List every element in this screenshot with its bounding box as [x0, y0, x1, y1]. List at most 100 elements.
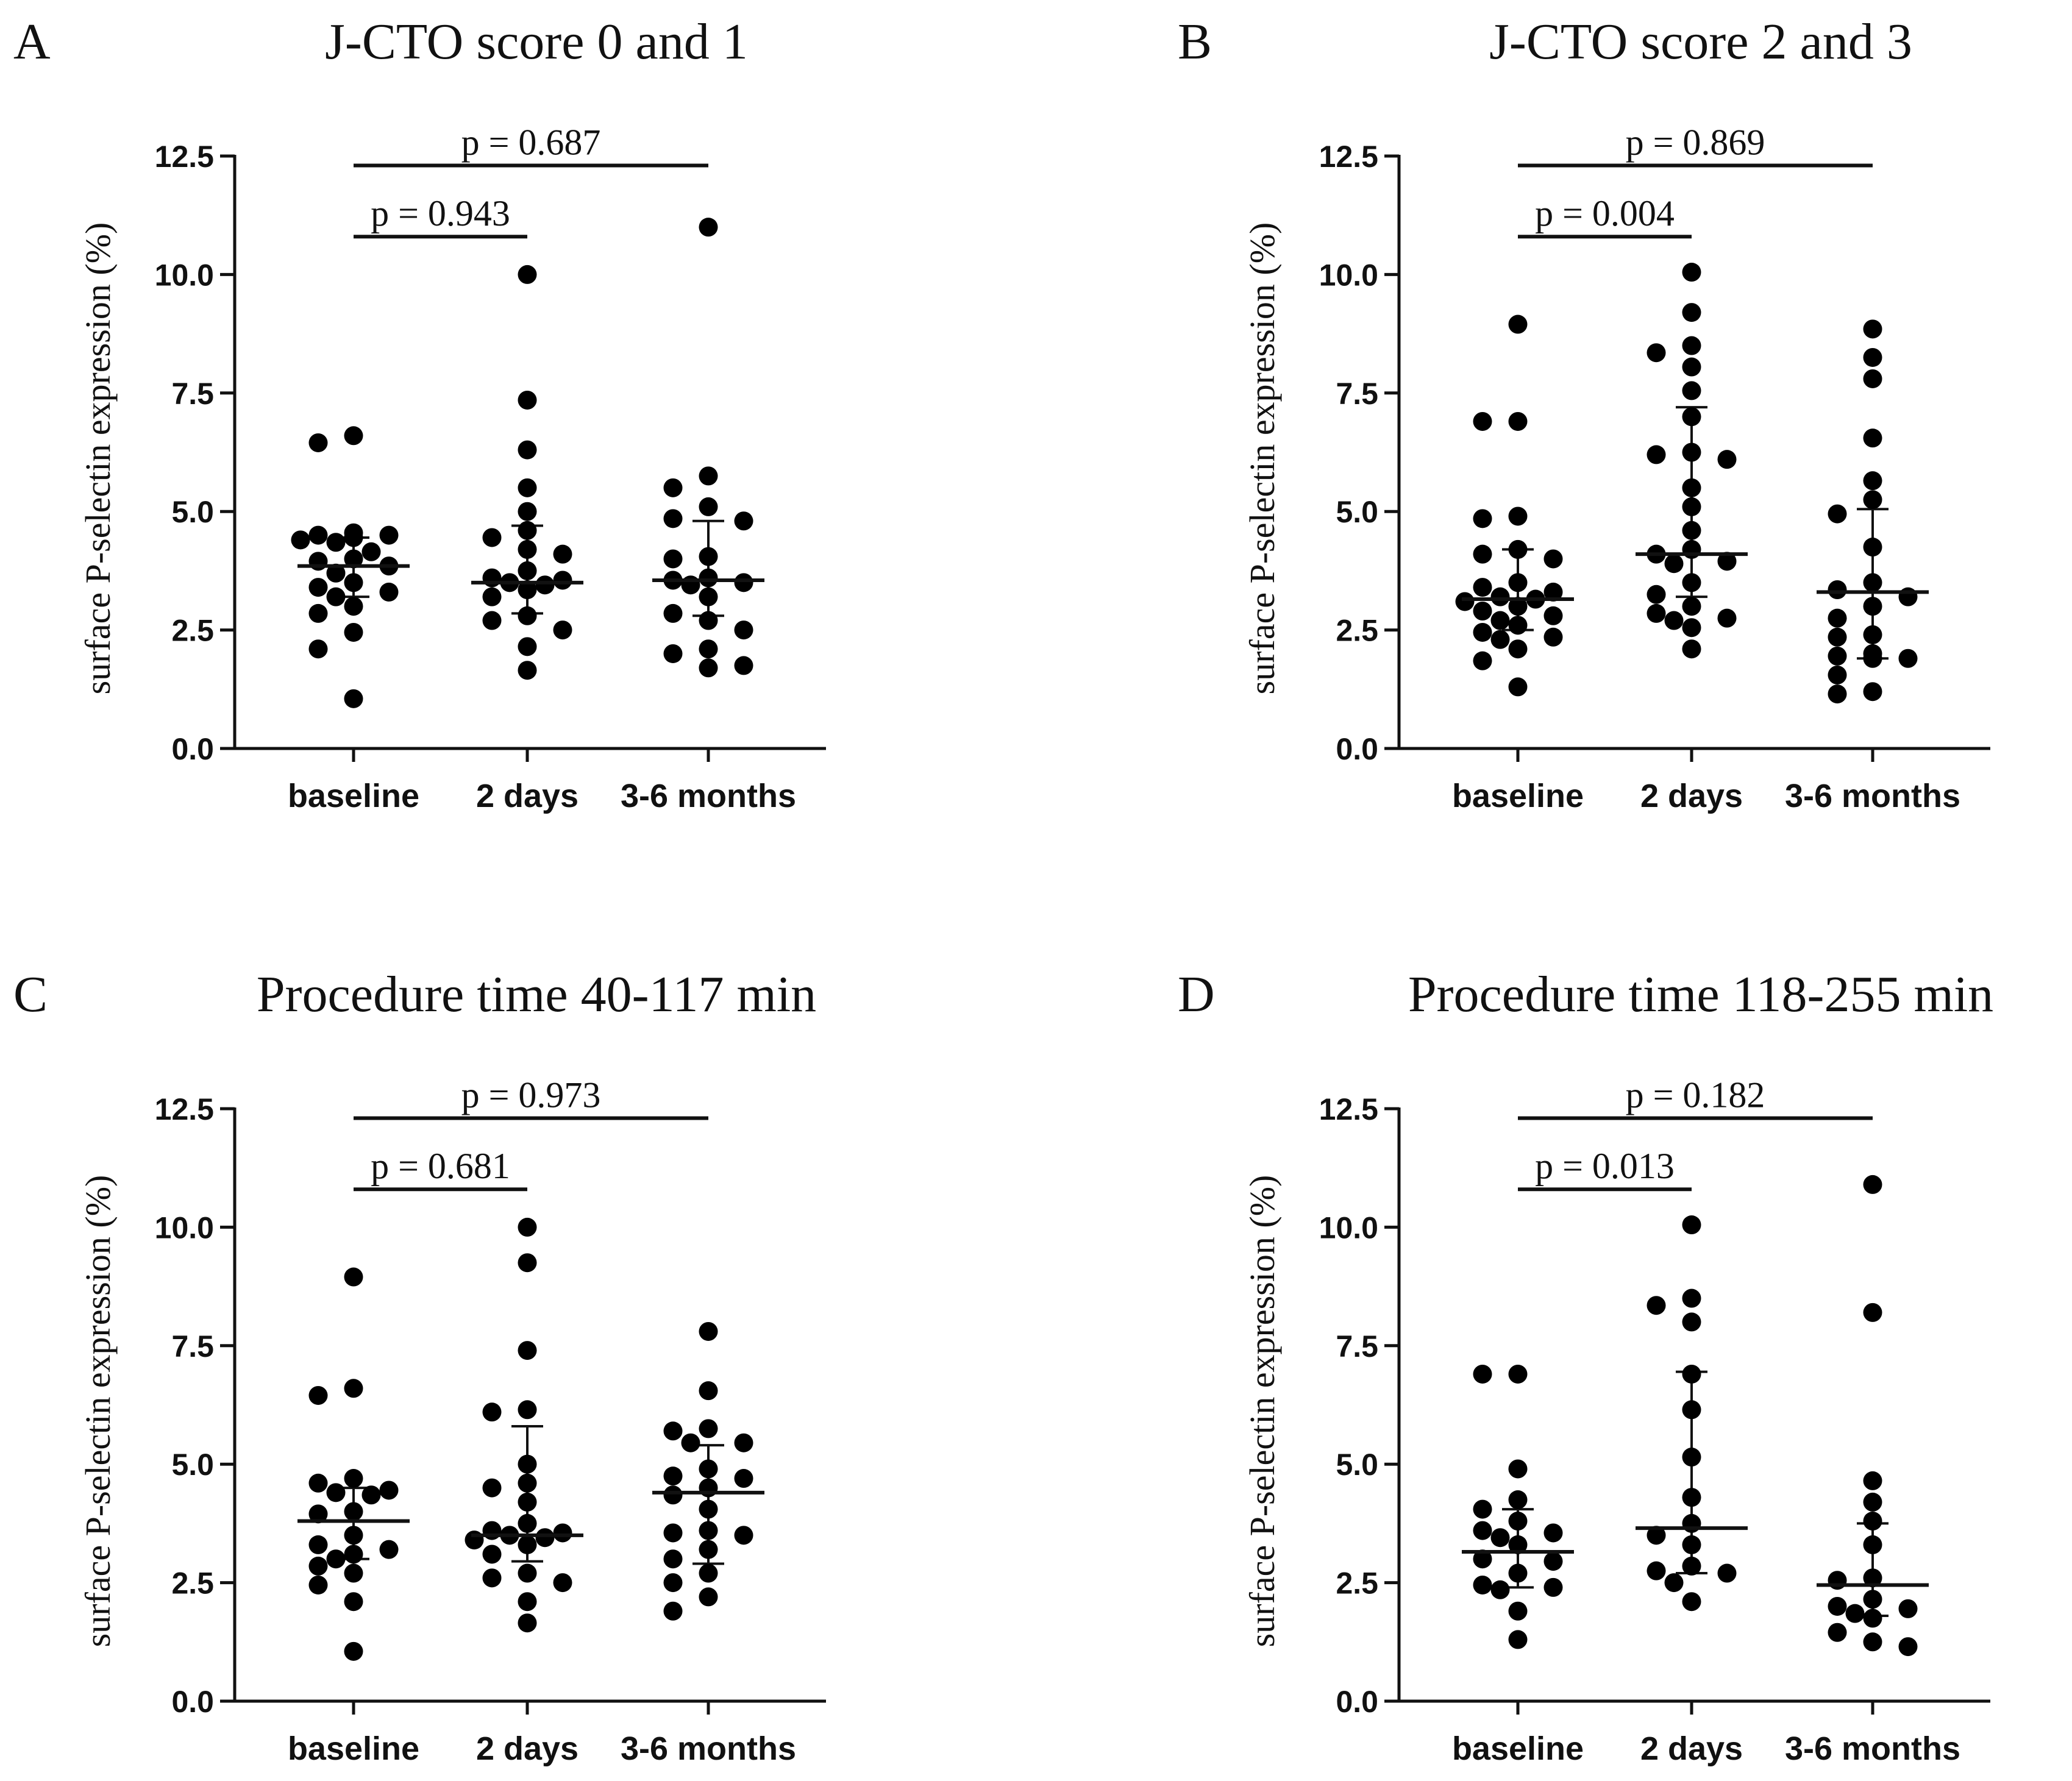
data-point: [518, 580, 537, 600]
data-point: [482, 568, 502, 588]
data-point: [1682, 618, 1701, 638]
data-point: [518, 390, 537, 410]
data-point: [734, 1433, 753, 1452]
data-point: [308, 1385, 328, 1405]
data-point: [1863, 1632, 1882, 1652]
data-point: [344, 1545, 363, 1564]
data-point: [699, 497, 718, 516]
data-point: [699, 1521, 718, 1540]
data-point: [1647, 603, 1666, 623]
x-category-label: 2 days: [476, 1730, 579, 1767]
data-point: [326, 1549, 346, 1569]
x-category-label: baseline: [288, 1730, 419, 1767]
data-point: [1664, 554, 1684, 574]
data-point: [1828, 1571, 1847, 1590]
data-point: [1682, 1364, 1701, 1384]
data-point: [663, 478, 683, 497]
y-tick-label: 10.0: [1319, 258, 1378, 292]
data-point: [518, 1535, 537, 1554]
data-point: [518, 265, 537, 284]
data-point: [308, 552, 328, 571]
p-value-label: p = 0.973: [461, 1075, 601, 1115]
y-tick-label: 0.0: [171, 732, 214, 766]
data-point: [344, 1267, 363, 1287]
data-point: [1863, 649, 1882, 668]
data-point: [1647, 1561, 1666, 1580]
data-point: [1473, 544, 1492, 564]
data-point: [734, 656, 753, 675]
panel-letter: D: [1178, 966, 1215, 1023]
data-point: [308, 525, 328, 545]
x-category-label: 3-6 months: [1785, 778, 1960, 814]
data-point: [1508, 1601, 1528, 1621]
data-point: [681, 1433, 700, 1452]
data-point: [1717, 1563, 1737, 1583]
data-point: [1863, 1568, 1882, 1588]
data-point: [482, 611, 502, 630]
data-point: [1682, 1513, 1701, 1533]
y-tick-label: 7.5: [171, 1329, 214, 1363]
y-tick-label: 2.5: [1336, 614, 1378, 648]
data-point: [1845, 1604, 1865, 1623]
data-point: [535, 1528, 555, 1548]
panel-title: Procedure time 40-117 min: [257, 966, 816, 1023]
data-point: [734, 511, 753, 531]
data-point: [1863, 682, 1882, 702]
data-point: [663, 549, 683, 569]
data-point: [379, 525, 399, 545]
y-axis-label: surface P-selectin expression (%): [1242, 222, 1282, 695]
data-point: [1828, 1596, 1847, 1616]
data-point: [361, 542, 381, 561]
data-point: [482, 1402, 502, 1422]
data-point: [1473, 1364, 1492, 1384]
data-point: [518, 1513, 537, 1533]
p-value-label: p = 0.013: [1535, 1146, 1675, 1186]
y-tick-label: 12.5: [1319, 1092, 1378, 1126]
data-point: [1828, 580, 1847, 600]
data-point: [1682, 478, 1701, 497]
y-tick-label: 5.0: [1336, 1448, 1378, 1482]
data-point: [699, 466, 718, 486]
data-point: [518, 637, 537, 656]
data-point: [1508, 573, 1528, 592]
data-point: [1863, 471, 1882, 491]
data-point: [1682, 539, 1701, 559]
y-tick-label: 10.0: [1319, 1210, 1378, 1245]
data-point: [699, 1419, 718, 1438]
data-point: [344, 528, 363, 547]
data-point: [1508, 639, 1528, 659]
data-point: [518, 1473, 537, 1493]
data-point: [699, 611, 718, 630]
data-point: [1682, 381, 1701, 400]
data-point: [1898, 1637, 1918, 1657]
data-point: [1473, 622, 1492, 642]
data-point: [1863, 1303, 1882, 1322]
data-point: [344, 1641, 363, 1661]
data-point: [699, 218, 718, 237]
data-point: [699, 1499, 718, 1519]
x-category-label: 3-6 months: [1785, 1730, 1960, 1767]
data-point: [553, 571, 572, 590]
data-point: [1508, 1512, 1528, 1531]
data-point: [1508, 677, 1528, 697]
panel-title: J-CTO score 2 and 3: [1489, 13, 1912, 70]
data-point: [1647, 343, 1666, 363]
data-point: [344, 426, 363, 446]
data-point: [1898, 587, 1918, 606]
data-point: [465, 1530, 484, 1550]
data-point: [344, 549, 363, 569]
data-point: [1682, 303, 1701, 322]
data-point: [1863, 369, 1882, 388]
panel-letter: C: [13, 966, 48, 1023]
data-point: [1647, 1526, 1666, 1545]
data-point: [1543, 549, 1563, 569]
data-point: [553, 1523, 572, 1543]
data-point: [1682, 1535, 1701, 1554]
data-point: [535, 575, 555, 595]
data-point: [699, 1321, 718, 1341]
data-point: [518, 478, 537, 497]
data-point: [663, 1549, 683, 1569]
panel-c: C Procedure time 40-117 min surface P-sele…: [13, 966, 826, 1767]
data-point: [1863, 1512, 1882, 1531]
